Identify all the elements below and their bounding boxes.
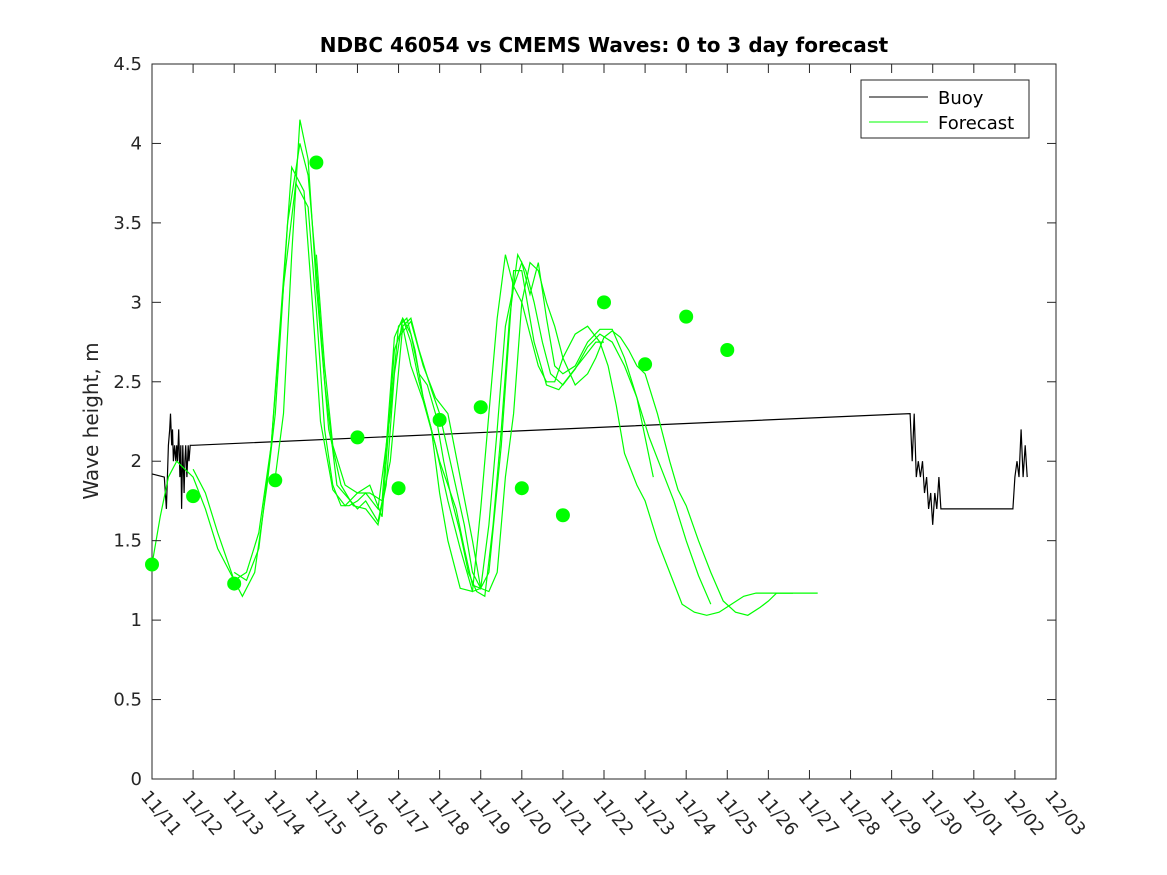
forecast-marker	[350, 430, 365, 445]
legend-label-forecast: Forecast	[938, 113, 1014, 134]
y-tick-label: 2.5	[113, 372, 142, 393]
forecast-line	[274, 119, 654, 593]
plot-area	[151, 63, 1057, 780]
y-tick-label: 3.5	[113, 213, 142, 234]
forecast-marker	[514, 481, 529, 496]
forecast-marker	[268, 473, 283, 488]
forecast-marker	[555, 508, 570, 523]
y-axis-ticks: 0 0.5 1 1.5 2 2.5 3 3.5 4 4.5	[113, 54, 1056, 790]
y-tick-label: 2	[131, 451, 142, 472]
y-tick-label: 1.5	[113, 531, 142, 552]
forecast-marker	[145, 557, 159, 572]
forecast-line	[192, 143, 793, 616]
y-tick-label: 0.5	[113, 690, 142, 711]
forecast-marker	[227, 576, 242, 591]
series-layer	[145, 119, 1028, 616]
forecast-line	[398, 270, 604, 591]
legend-box	[860, 79, 1030, 139]
plot-frame	[151, 63, 1057, 780]
buoy-line	[151, 412, 1028, 525]
forecast-marker	[391, 481, 406, 496]
legend: Buoy Forecast	[860, 79, 1030, 139]
forecast-marker	[309, 155, 324, 170]
y-tick-label: 1	[131, 610, 142, 631]
y-tick-label: 4	[131, 133, 142, 154]
y-tick-label: 3	[131, 292, 142, 313]
forecast-marker	[186, 489, 201, 504]
legend-label-buoy: Buoy	[938, 88, 984, 109]
forecast-marker	[679, 309, 694, 324]
forecast-marker	[473, 400, 488, 415]
forecast-marker	[432, 412, 447, 427]
chart-title: NDBC 46054 vs CMEMS Waves: 0 to 3 day fo…	[320, 33, 889, 57]
y-axis-label: Wave height, m	[79, 342, 103, 499]
y-tick-label: 0	[131, 769, 142, 790]
forecast-line	[233, 165, 818, 616]
forecast-marker	[638, 357, 653, 372]
forecast-marker	[597, 295, 611, 310]
forecast-marker	[720, 343, 735, 357]
y-tick-label: 4.5	[113, 54, 142, 75]
forecast-line	[315, 252, 712, 605]
